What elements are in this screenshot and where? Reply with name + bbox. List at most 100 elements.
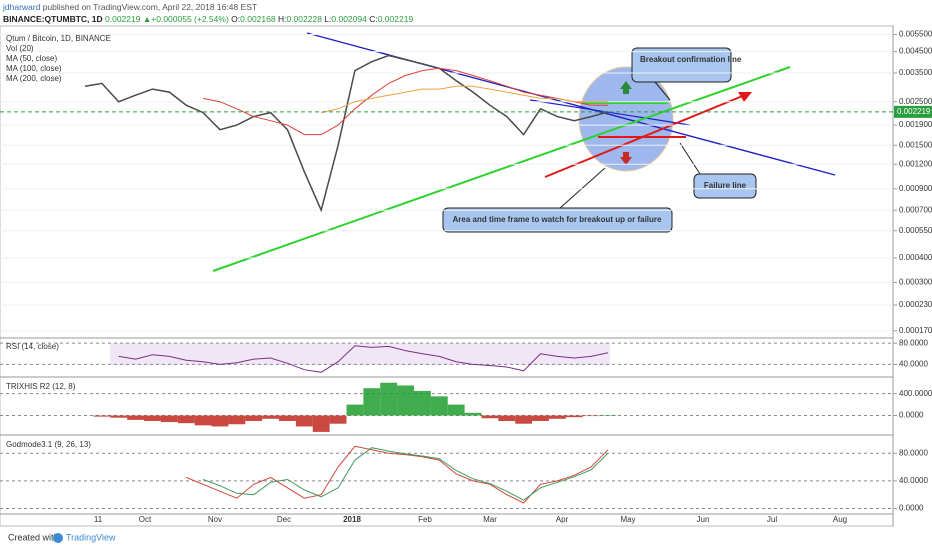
callout-pointer xyxy=(654,81,671,101)
trendline xyxy=(306,32,836,176)
trendline xyxy=(212,66,791,272)
bar xyxy=(363,388,381,416)
bar xyxy=(481,415,499,419)
pane-title: Godmode3.1 (9, 26, 13) xyxy=(6,440,91,449)
series-line xyxy=(118,345,609,373)
x-tick-label: Jul xyxy=(767,515,777,524)
x-tick-label: Feb xyxy=(418,515,432,524)
bar xyxy=(346,404,364,416)
bar xyxy=(447,404,465,416)
y-tick-label: 0.000170 xyxy=(899,326,932,335)
series-line xyxy=(202,447,609,501)
ohlc: 0.002168 xyxy=(240,14,276,24)
trendline xyxy=(529,99,691,126)
bar xyxy=(194,415,212,426)
x-tick-label: Dec xyxy=(277,515,291,524)
bar xyxy=(93,415,111,417)
header-line: BINANCE:QTUMBTC, 1D 0.002219 ▲+0.000055 … xyxy=(3,13,413,25)
y-tick-label: 0.000900 xyxy=(899,184,932,193)
study-label: MA (100, close) xyxy=(6,64,62,73)
down-arrow xyxy=(623,152,629,157)
x-tick-label: Apr xyxy=(556,515,569,524)
bar xyxy=(127,415,145,420)
bar xyxy=(329,415,347,424)
y-tick-label: 80.0000 xyxy=(899,448,928,457)
bar xyxy=(295,415,313,427)
bar xyxy=(177,415,195,424)
bar xyxy=(262,415,280,419)
ohlc-label: H: xyxy=(277,14,287,24)
bar xyxy=(228,415,246,425)
pane-title: Qtum / Bitcoin, 1D, BINANCE xyxy=(6,34,111,43)
callout xyxy=(631,47,732,83)
footer-text: Created with xyxy=(8,532,59,542)
up-arrow xyxy=(620,81,632,89)
logo xyxy=(53,533,63,543)
x-tick-label: 2018 xyxy=(343,515,361,524)
annotation: Area and time frame to watch for breakou… xyxy=(453,215,662,224)
y-tick-label: 0.002500 xyxy=(899,97,932,106)
y-tick-label: 0.0000 xyxy=(899,504,924,513)
series-line xyxy=(84,54,609,213)
bar xyxy=(565,415,583,418)
y-tick-label: 400.0000 xyxy=(899,389,932,398)
callout xyxy=(442,207,673,233)
callout-pointer xyxy=(559,167,606,209)
y-tick-label: 0.001900 xyxy=(899,120,932,129)
last: 0.002219 xyxy=(105,14,141,24)
arrow: ▲ xyxy=(142,14,152,24)
y-tick-label: 0.000550 xyxy=(899,226,932,235)
bar xyxy=(548,415,566,419)
y-tick-label: 0.000700 xyxy=(899,205,932,214)
bar xyxy=(211,415,229,427)
bar xyxy=(464,412,482,416)
bar xyxy=(397,385,414,416)
callout xyxy=(693,173,757,199)
ohlc: 0.002094 xyxy=(331,14,367,24)
last-price-badge xyxy=(894,105,932,118)
x-tick-label: Oct xyxy=(139,515,152,524)
rsi-band xyxy=(110,343,610,365)
x-tick-label: Aug xyxy=(833,515,847,524)
y-tick-label: 40.0000 xyxy=(899,476,928,485)
annotation: Failure line xyxy=(704,181,747,190)
last-price-label: 0.002219 xyxy=(897,107,931,116)
ohlc: 0.002219 xyxy=(377,14,414,24)
study-label: Vol (20) xyxy=(6,44,34,53)
y-tick-label: 0.000230 xyxy=(899,300,932,309)
x-tick-label: May xyxy=(620,515,635,524)
y-tick-label: 0.000300 xyxy=(899,278,932,287)
y-tick-label: 0.0000 xyxy=(899,411,924,420)
footer-brand[interactable]: TradingView xyxy=(66,532,116,542)
y-tick-label: 0.001200 xyxy=(899,159,932,168)
bar xyxy=(498,415,516,421)
x-tick-label: Jun xyxy=(697,515,710,524)
bar xyxy=(413,390,431,416)
x-tick-label: Mar xyxy=(483,515,497,524)
study-label: MA (200, close) xyxy=(6,74,62,83)
study-label: MA (50, close) xyxy=(6,54,57,63)
published: published on TradingView.com, April 22, … xyxy=(42,2,258,12)
y-tick-label: 0.003500 xyxy=(899,68,932,77)
symbol: BINANCE:QTUMBTC, 1D xyxy=(3,14,103,24)
bar xyxy=(110,415,128,418)
series-line xyxy=(203,67,608,136)
bar xyxy=(245,415,263,421)
bar xyxy=(515,415,533,424)
x-tick-label: Nov xyxy=(208,515,222,524)
bar xyxy=(582,415,600,417)
pane-title: TRIXHIS R2 (12, 8) xyxy=(6,382,76,391)
callout-pointer xyxy=(679,142,701,175)
ohlc-label: L: xyxy=(324,14,332,24)
author[interactable]: jdharward xyxy=(3,2,41,12)
bar xyxy=(279,415,296,421)
y-tick-label: 40.0000 xyxy=(899,360,928,369)
ohlc-label: C: xyxy=(369,14,378,24)
ohlc-label: O: xyxy=(231,14,241,24)
bar xyxy=(430,396,448,416)
y-tick-label: 0.004500 xyxy=(899,47,932,56)
y-tick-label: 0.005500 xyxy=(899,30,932,39)
ohlc: 0.002228 xyxy=(286,14,322,24)
